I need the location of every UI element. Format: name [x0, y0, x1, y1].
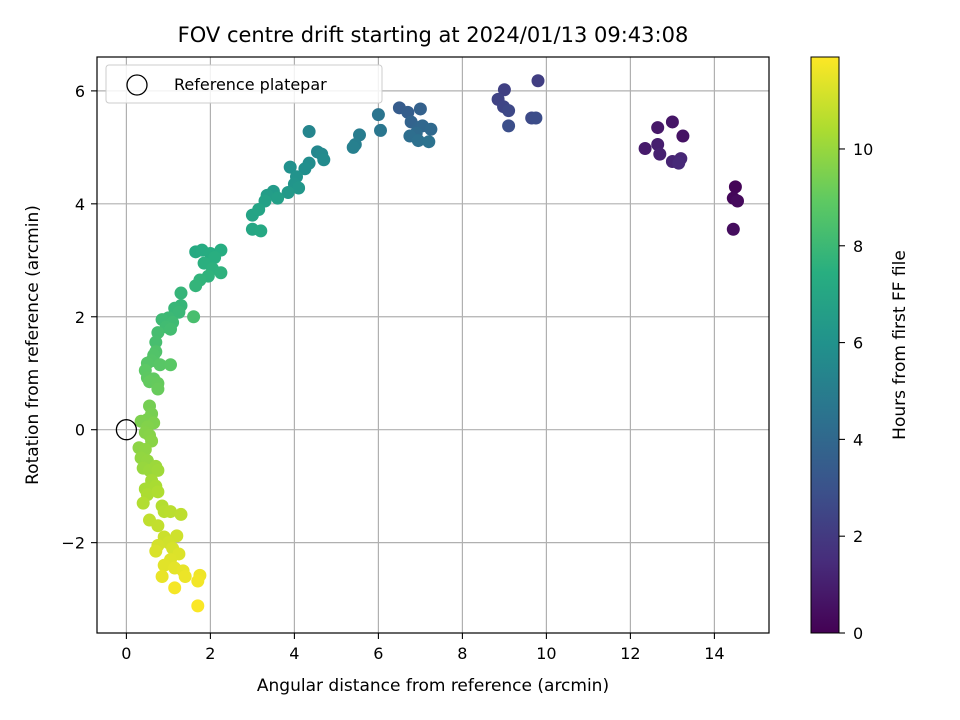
- y-tick-label: 2: [75, 308, 85, 327]
- data-point: [672, 156, 686, 170]
- data-point: [189, 279, 203, 293]
- data-point: [168, 581, 182, 595]
- data-point: [136, 496, 150, 510]
- data-point: [411, 134, 425, 148]
- data-point: [502, 104, 516, 118]
- data-point: [153, 358, 167, 372]
- grid-lines: [97, 57, 769, 633]
- data-point: [651, 121, 665, 135]
- colorbar-ticks: 0 2 4 6 8 10: [839, 140, 873, 643]
- data-point: [281, 186, 295, 200]
- y-tick-label: 6: [75, 82, 85, 101]
- data-point: [497, 83, 511, 97]
- data-point: [653, 147, 667, 161]
- plot-area-frame: [96, 56, 770, 634]
- colorbar-tick-label: 6: [853, 334, 863, 353]
- data-point: [292, 181, 306, 195]
- x-tick-label: 2: [205, 644, 215, 663]
- x-tick-label: 10: [536, 644, 556, 663]
- legend-marker-open-circle: [126, 74, 148, 96]
- data-point: [214, 266, 228, 280]
- data-point: [187, 310, 201, 324]
- x-axis-label: Angular distance from reference (arcmin): [257, 676, 609, 696]
- data-point: [149, 335, 163, 349]
- data-point: [413, 102, 427, 116]
- data-point: [155, 570, 169, 584]
- x-tick-label: 0: [121, 644, 131, 663]
- data-point: [149, 544, 163, 558]
- data-point: [728, 180, 742, 194]
- data-point: [151, 519, 165, 533]
- colorbar-tick-label: 2: [853, 527, 863, 546]
- colorbar-gradient: [810, 56, 840, 634]
- data-point: [191, 599, 205, 613]
- colorbar: 0 2 4 6 8 10 Hours from first FF file: [810, 56, 910, 643]
- x-tick-label: 4: [289, 644, 299, 663]
- data-point: [172, 305, 186, 319]
- data-point: [529, 111, 543, 125]
- x-tick-label: 8: [457, 644, 467, 663]
- x-tick-label: 6: [373, 644, 383, 663]
- y-tick-label: 4: [75, 195, 85, 214]
- x-tick-label: 12: [620, 644, 640, 663]
- x-axis-ticks: 0 2 4 6 8 10 12 14: [121, 633, 725, 663]
- data-point: [164, 505, 177, 519]
- data-point: [157, 558, 171, 572]
- data-point: [208, 250, 222, 264]
- colorbar-tick-label: 8: [853, 237, 863, 256]
- data-point: [174, 286, 188, 300]
- data-point: [422, 135, 436, 149]
- data-point: [638, 141, 652, 155]
- data-point: [424, 122, 438, 136]
- colorbar-tick-label: 10: [853, 140, 873, 159]
- data-point: [174, 507, 188, 521]
- data-point: [283, 160, 297, 174]
- data-point: [726, 222, 740, 236]
- data-point: [531, 74, 545, 88]
- data-point: [374, 123, 387, 137]
- data-point: [346, 140, 360, 154]
- data-point: [371, 108, 385, 122]
- y-tick-label: −2: [61, 534, 85, 553]
- reference-platepar-marker: [115, 419, 138, 441]
- chart-title: FOV centre drift starting at 2024/01/13 …: [178, 23, 689, 47]
- x-tick-label: 14: [704, 644, 724, 663]
- data-point: [502, 119, 516, 133]
- data-point: [164, 358, 177, 372]
- data-point: [665, 115, 679, 129]
- data-point: [298, 162, 312, 176]
- data-point: [317, 153, 331, 167]
- data-points: [115, 74, 744, 613]
- data-point: [731, 194, 744, 208]
- colorbar-tick-label: 0: [853, 624, 863, 643]
- data-point: [151, 485, 165, 499]
- data-point: [191, 574, 205, 588]
- data-point: [676, 129, 690, 143]
- legend-box: [105, 64, 383, 104]
- y-axis-label: Rotation from reference (arcmin): [23, 205, 43, 485]
- data-point: [252, 202, 266, 216]
- legend: Reference platepar: [105, 64, 383, 104]
- legend-label-reference: Reference platepar: [174, 75, 327, 94]
- data-point: [302, 125, 316, 139]
- colorbar-tick-label: 4: [853, 430, 863, 449]
- colorbar-label: Hours from first FF file: [890, 250, 910, 440]
- y-axis-ticks: −2 0 2 4 6: [61, 82, 97, 553]
- y-tick-label: 0: [75, 421, 85, 440]
- data-point: [271, 191, 285, 205]
- data-point: [254, 224, 268, 238]
- data-point: [178, 570, 192, 584]
- data-point: [151, 382, 165, 396]
- data-point: [151, 463, 165, 477]
- data-point: [164, 322, 177, 336]
